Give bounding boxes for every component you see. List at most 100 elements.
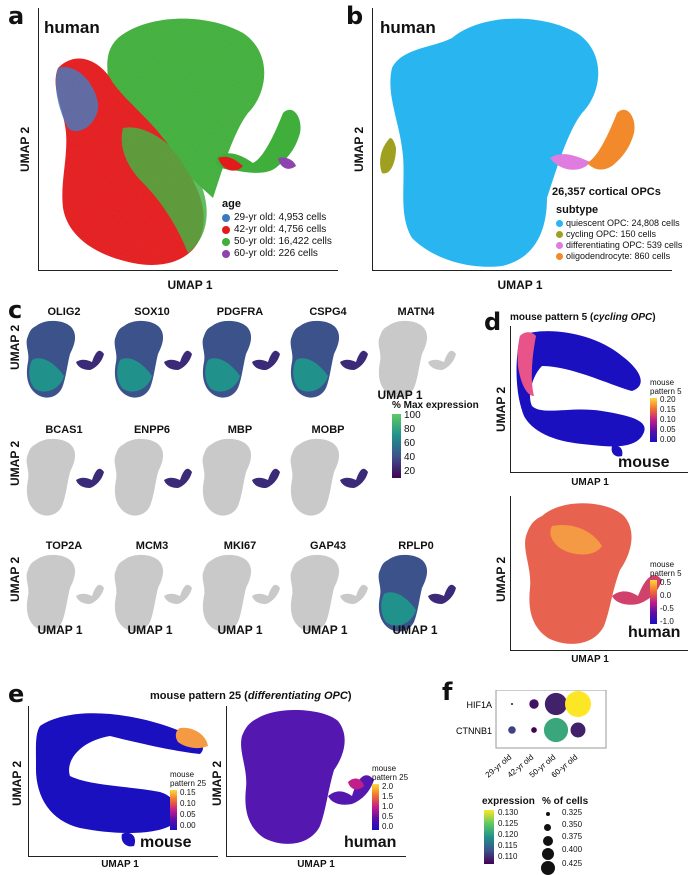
x-axis-e-left [28,856,218,857]
y-axis-d-top [510,326,511,472]
size-tick: 0.425 [562,859,583,868]
legend-swatch [222,238,230,246]
xlabel-d-bottom: UMAP 1 [571,654,609,665]
size-swatch [544,824,551,831]
gene-label: OLIG2 [47,306,81,318]
colorbar-tick: 2.0 [382,782,394,791]
title-d-italic: cycling OPC [593,312,653,323]
feature-umap [202,554,280,632]
umap-plot-subtype [372,8,672,270]
legend-swatch [556,242,563,249]
colorbar-tick: 0.15 [660,405,676,414]
umap-cluster-quiescent [390,18,599,267]
title-e-italic: differentiating OPC [247,690,348,702]
legend-swatch [222,226,230,234]
feature-umap [26,438,104,516]
feature-umap-island [164,468,192,488]
umap-cluster-differentiating [550,154,590,170]
legend-label: oligodendrocyte: 860 cells [566,251,671,261]
legend-label: quiescent OPC: 24,808 cells [566,218,680,228]
legend-title-b: subtype [556,204,599,216]
umap-mouse25-shape [35,713,204,833]
cell-count-heading: 26,357 cortical OPCs [552,186,661,198]
feature-umap [378,320,456,398]
dot-plot-row-label: HIF1A [466,700,492,710]
species-label-a: human [44,18,100,37]
panel-label-f: f [442,678,453,706]
feature-umap-island [252,584,280,604]
legend-label: cycling OPC: 150 cells [566,229,657,239]
feature-umap [290,554,368,632]
feature-umap-body [114,438,164,516]
legend-swatch [222,250,230,258]
umap-mouse-pattern25-scatter [35,713,208,847]
feature-umap-body [290,554,340,632]
feature-umap-body [114,554,164,632]
xlabel-e-left: UMAP 1 [101,859,139,870]
feature-umap [114,554,192,632]
umap-mouse-pattern25 [30,706,214,856]
title-e-suffix: ) [347,690,352,702]
colorbar-tick: 0.00 [660,435,676,444]
y-axis-d-bottom [510,496,511,650]
title-e: mouse pattern 25 (differentiating OPC) [150,690,352,702]
size-tick: 0.325 [562,808,583,817]
colorbar-d-bottom [650,580,657,624]
feature-umap-highlight [205,358,240,392]
umap-human-pattern25-scatter [241,710,374,844]
colorbar-tick: 1.0 [382,802,394,811]
umap-human-pattern25 [228,706,398,856]
umap-human25-shape [241,710,345,844]
ylabel-e-left: UMAP 2 [10,760,24,806]
dot-plot-frame [495,690,607,749]
feature-umap-island [252,350,280,370]
xlabel-b: UMAP 1 [497,278,543,292]
umap-cluster-cycling [380,138,396,174]
xlabel-c: UMAP 1 [127,623,173,637]
feature-umap-island [76,350,104,370]
size-swatch [543,836,553,846]
xlabel-c-matn4: UMAP 1 [377,388,423,402]
panel-label-a: a [8,2,25,30]
umap-mouse-pattern5 [512,326,690,472]
colorbar-e-right [372,784,379,830]
feature-umap-island [340,584,368,604]
umap-human-island [612,575,662,605]
feature-umap-body [378,320,428,398]
legend-title-a: age [222,198,241,210]
feature-umap-island [76,584,104,604]
gene-label: BCAS1 [45,424,83,436]
xlabel-c: UMAP 1 [217,623,263,637]
x-axis-a [38,270,338,271]
gene-label: MKI67 [223,540,257,552]
gene-label: MBP [227,424,253,436]
species-label-d-top: mouse [618,454,670,471]
legend-label: 29-yr old: 4,953 cells [234,212,327,223]
gene-label: MCM3 [135,540,169,552]
legend-swatch [556,253,563,260]
title-e-prefix: mouse pattern 25 ( [150,690,248,702]
feature-umap-island [252,468,280,488]
colorbar-tick: 0.0 [382,822,394,831]
title-d: mouse pattern 5 (cycling OPC) [510,312,656,323]
title-d-suffix: ) [652,312,656,323]
feature-umap-highlight [293,358,328,392]
dot-plot-point [508,726,516,734]
x-axis-d-top [510,472,688,473]
expression-tick: 0.120 [498,830,519,839]
umap-cluster-oligodendrocyte [587,109,635,170]
panel-label-e: e [8,680,25,708]
gene-label: GAP43 [309,540,347,552]
gene-label: CSPG4 [309,306,347,318]
y-axis-e-left [28,706,29,856]
y-axis-e-right [226,706,227,856]
dot-plot-row-label: CTNNB1 [456,726,492,736]
expression-legend-title: expression [482,796,535,807]
size-tick: 0.350 [562,820,583,829]
umap-island [215,109,301,173]
colorbar-tick: 0.00 [180,821,196,830]
dot-plot-point [565,691,591,717]
colorbar-title-c: % Max expression [392,400,479,411]
feature-umap-highlight [117,358,152,392]
